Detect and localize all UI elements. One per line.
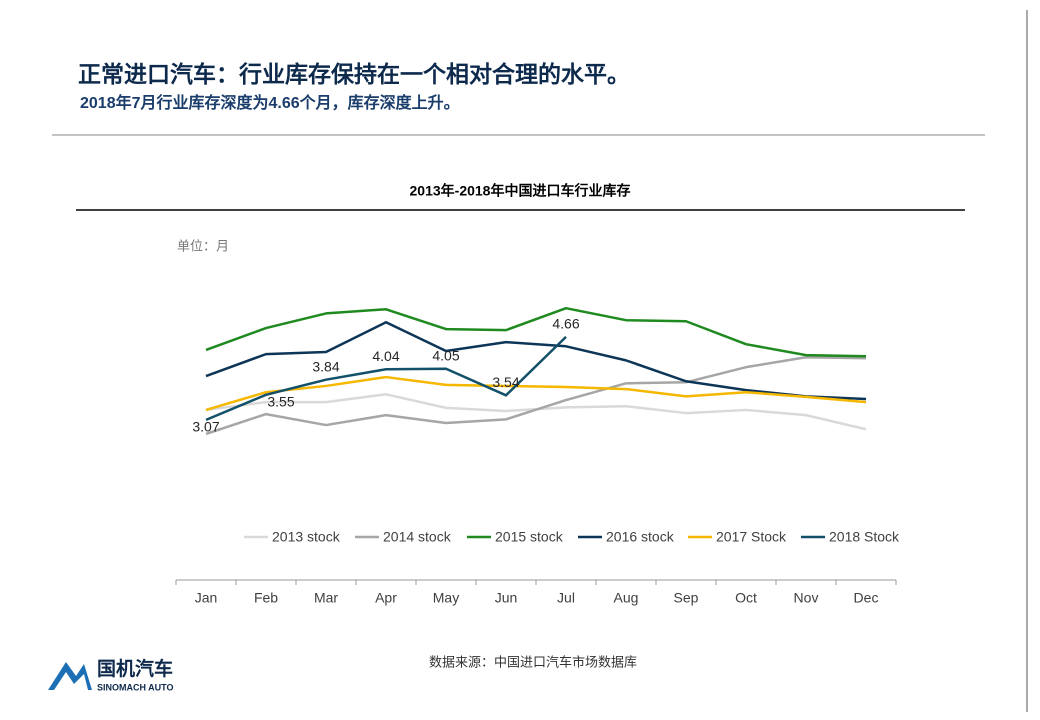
series-line	[205, 336, 567, 422]
slide-title: 正常进口汽车：行业库存保持在一个相对合理的水平。	[78, 61, 630, 87]
data-label: 3.07	[192, 419, 219, 435]
legend-label: 2018 Stock	[829, 529, 900, 545]
logo-icon-inner	[54, 672, 88, 690]
series-line	[205, 355, 867, 436]
series-line	[205, 321, 867, 401]
x-tick-label: Dec	[854, 590, 879, 606]
slide-subtitle: 2018年7月行业库存深度为4.66个月，库存深度上升。	[80, 93, 460, 112]
unit-label: 单位：月	[177, 238, 229, 253]
data-label: 4.04	[372, 348, 399, 364]
x-ticks	[175, 580, 897, 585]
source-note: 数据来源：中国进口汽车市场数据库	[429, 654, 637, 669]
logo-name: 国机汽车	[97, 657, 173, 680]
x-tick-label: Jan	[195, 590, 218, 606]
data-label: 4.05	[432, 347, 459, 363]
data-label: 4.66	[552, 316, 579, 332]
logo-sub: SINOMACH AUTO	[97, 682, 174, 692]
x-tick-label: Jul	[557, 590, 575, 606]
x-tick-label: Jun	[495, 590, 518, 606]
data-label: 3.54	[492, 374, 519, 390]
x-tick-label: May	[433, 590, 459, 606]
legend-label: 2014 stock	[383, 529, 452, 545]
x-tick-label: Aug	[614, 590, 639, 606]
x-tick-label: Oct	[735, 590, 757, 606]
series-line	[205, 375, 867, 412]
data-label: 3.55	[267, 394, 294, 410]
data-label: 3.84	[312, 358, 339, 374]
x-tick-label: Feb	[254, 590, 278, 606]
legend-label: 2016 stock	[606, 529, 675, 545]
legend-label: 2013 stock	[272, 529, 341, 545]
logo: 国机汽车 SINOMACH AUTO	[48, 657, 174, 692]
series-line	[205, 306, 867, 358]
legend-label: 2017 Stock	[716, 529, 787, 545]
x-tick-label: Apr	[375, 590, 397, 606]
x-tick-label: Nov	[794, 590, 819, 606]
chart-title: 2013年-2018年中国进口车行业库存	[410, 183, 631, 199]
x-tick-label: Sep	[674, 590, 699, 606]
legend-label: 2015 stock	[495, 529, 564, 545]
x-tick-label: Mar	[314, 590, 338, 606]
